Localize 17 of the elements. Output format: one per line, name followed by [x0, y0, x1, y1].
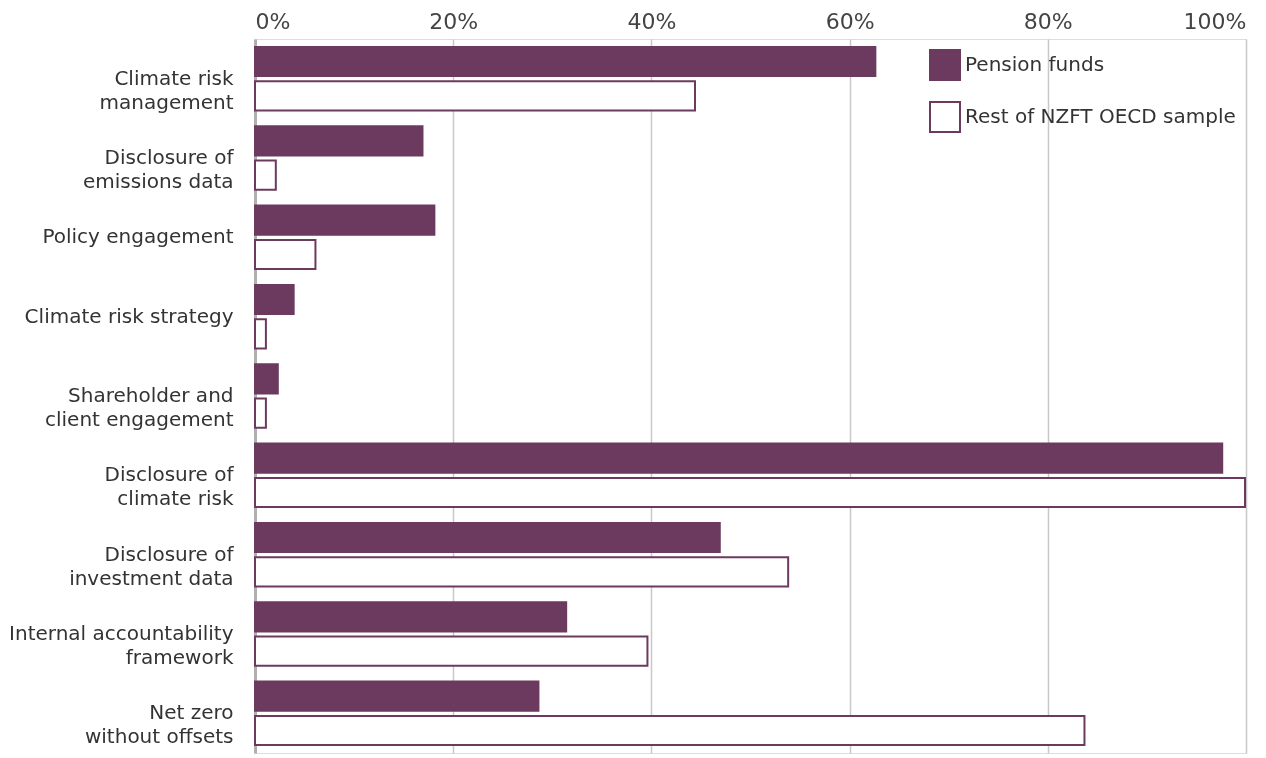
- legend-label: Pension funds: [965, 52, 1105, 76]
- y-tick-label: Policy engagement: [42, 224, 234, 249]
- x-tick-label: 80%: [1023, 8, 1073, 34]
- y-tick-label: Net zero without offsets: [84, 700, 234, 749]
- y-tick-label: Climate risk strategy: [24, 303, 234, 328]
- y-tick-label: Disclosure of climate risk: [104, 462, 235, 511]
- legend-label: Rest of NZFT OECD sample: [965, 104, 1236, 128]
- y-tick-label: Disclosure of investment data: [69, 541, 235, 590]
- y-tick-label: Disclosure of emissions data: [83, 145, 235, 193]
- y-tick-label: Climate risk management: [99, 65, 234, 114]
- x-tick-label: 60%: [825, 8, 875, 34]
- y-tick-label: Internal accountability framework: [9, 621, 234, 669]
- y-tick-label: Shareholder and client engagement: [44, 383, 234, 431]
- x-tick-label: 0%: [255, 8, 291, 34]
- x-tick-label: 40%: [627, 8, 677, 34]
- x-tick-label: 20%: [429, 8, 479, 34]
- x-tick-label: 100%: [1183, 8, 1247, 34]
